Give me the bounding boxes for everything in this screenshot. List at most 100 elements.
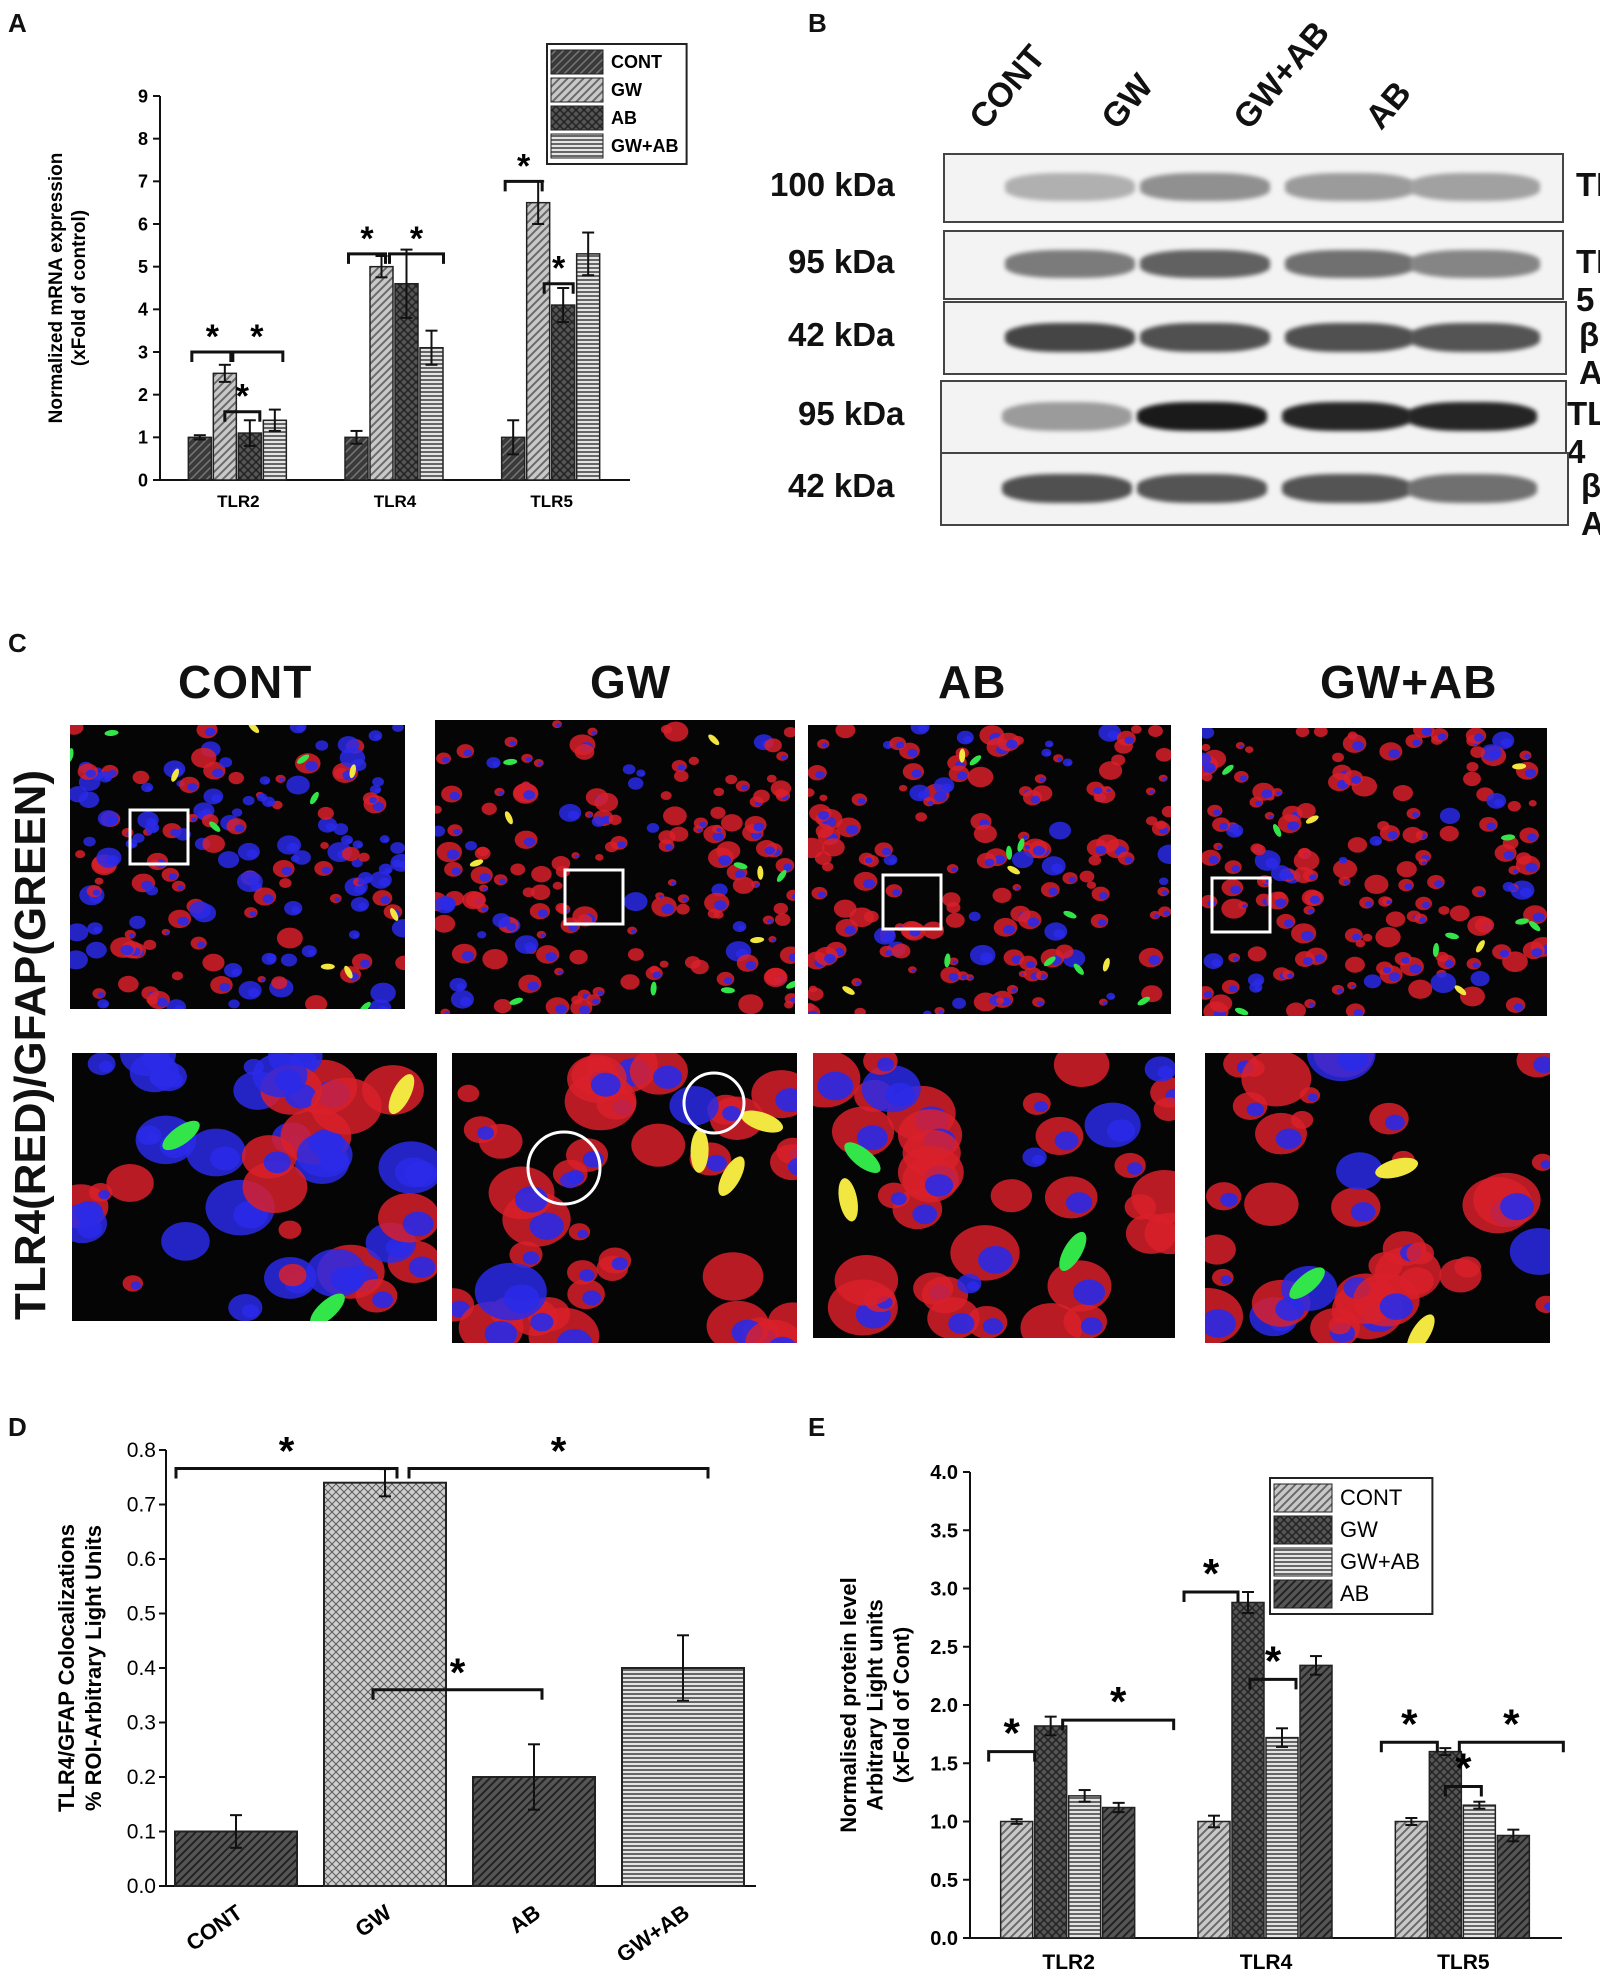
nucleus (911, 968, 916, 973)
blot-protein-label: TLR2 (1576, 166, 1600, 203)
significance-star: * (206, 318, 220, 356)
nucleus (1385, 1114, 1405, 1131)
nucleus (1032, 1154, 1045, 1165)
tissue-cell (1079, 870, 1095, 883)
bar (187, 436, 213, 481)
tissue-cell (1336, 1152, 1383, 1190)
bar (419, 346, 444, 481)
nucleus (1489, 750, 1500, 759)
gfap-signal (320, 963, 335, 970)
tissue-cell (191, 747, 217, 768)
nucleus (734, 870, 746, 879)
blot-band (1005, 173, 1135, 202)
nucleus (984, 858, 995, 867)
nucleus (783, 863, 793, 872)
nucleus (881, 847, 892, 856)
nucleus (1409, 964, 1422, 974)
nucleus (938, 1010, 944, 1014)
tissue-cell (358, 852, 370, 862)
nucleus (1283, 919, 1294, 928)
nucleus (1268, 814, 1274, 819)
tissue-cell (372, 777, 384, 787)
blot-protein-label: β- Actin (1581, 467, 1600, 542)
bar (369, 265, 394, 481)
nucleus (129, 933, 135, 938)
nucleus (961, 974, 968, 980)
nucleus (506, 922, 517, 931)
tissue-cell (1396, 861, 1417, 878)
blot-protein-label: β- Actin (1579, 316, 1600, 391)
y-axis-label: TLR4/GFAP Colocalizations (54, 1524, 79, 1812)
gfap-signal (344, 965, 353, 979)
nucleus (863, 878, 876, 889)
gfap-signal (1475, 940, 1485, 953)
nucleus (856, 1125, 888, 1151)
nucleus (911, 769, 922, 779)
blot-band (1285, 173, 1415, 202)
x-tick-label: TLR2 (1042, 1951, 1095, 1974)
nucleus (1422, 861, 1427, 865)
significance-bracket (1379, 1740, 1439, 1753)
fluorescence-image (70, 725, 405, 1009)
y-tick-label: 6 (138, 214, 148, 234)
nucleus (769, 1336, 796, 1343)
nucleus (590, 1072, 621, 1097)
tissue-cell (278, 1220, 302, 1239)
nucleus (788, 953, 795, 962)
tissue-cell (1385, 911, 1406, 928)
nucleus (246, 849, 258, 859)
gfap-signal (1515, 918, 1530, 925)
nucleus (451, 867, 461, 875)
nucleus (177, 884, 185, 891)
tissue-cell (305, 995, 328, 1009)
blot-band (1140, 250, 1270, 279)
tissue-cell (85, 941, 107, 959)
tissue-cell (808, 987, 824, 1001)
nucleus (1239, 744, 1244, 749)
tissue-cell (1355, 939, 1366, 948)
tissue-cell (493, 999, 512, 1014)
tissue-cell (967, 766, 994, 788)
nucleus (706, 1154, 727, 1172)
nucleus (1163, 910, 1171, 916)
nucleus (738, 925, 746, 931)
tissue-cell (783, 727, 795, 738)
nucleus (263, 1151, 291, 1174)
nucleus (103, 775, 111, 782)
gfap-signal (171, 768, 180, 782)
tissue-cell (310, 1077, 382, 1135)
nucleus (771, 938, 776, 942)
tissue-cell (915, 812, 928, 822)
nucleus (212, 768, 224, 778)
bar (1265, 1736, 1299, 1939)
tissue-cell (457, 1084, 480, 1103)
tissue-cell (659, 960, 669, 968)
y-tick-label: 3 (138, 342, 148, 362)
panel-label-a: A (8, 8, 27, 38)
tissue-cell (732, 876, 755, 894)
tissue-cell (1086, 881, 1097, 889)
nucleus (1343, 880, 1350, 885)
legend-label: CONT (611, 52, 662, 72)
gfap-signal (1102, 957, 1110, 972)
tissue-cell (276, 927, 303, 949)
nucleus (524, 942, 537, 952)
y-tick-label: 0.4 (127, 1657, 157, 1680)
tissue-cell (315, 740, 329, 751)
y-tick-label: 1.0 (930, 1812, 958, 1834)
nucleus (1027, 917, 1040, 927)
blot-kda-label: 100 kDa (770, 166, 895, 203)
tissue-cell (973, 824, 997, 844)
gfap-signal (733, 862, 748, 870)
tissue-cell (774, 788, 787, 798)
nucleus (948, 972, 959, 982)
nucleus (321, 866, 332, 875)
nucleus (1095, 845, 1107, 855)
nucleus (263, 779, 270, 784)
nucleus (1512, 869, 1519, 874)
nucleus (556, 723, 561, 728)
blot-kda-label: 42 kDa (788, 467, 895, 504)
tissue-cell (784, 1000, 794, 1009)
significance-star: * (1265, 1637, 1282, 1684)
nucleus (912, 1204, 938, 1225)
